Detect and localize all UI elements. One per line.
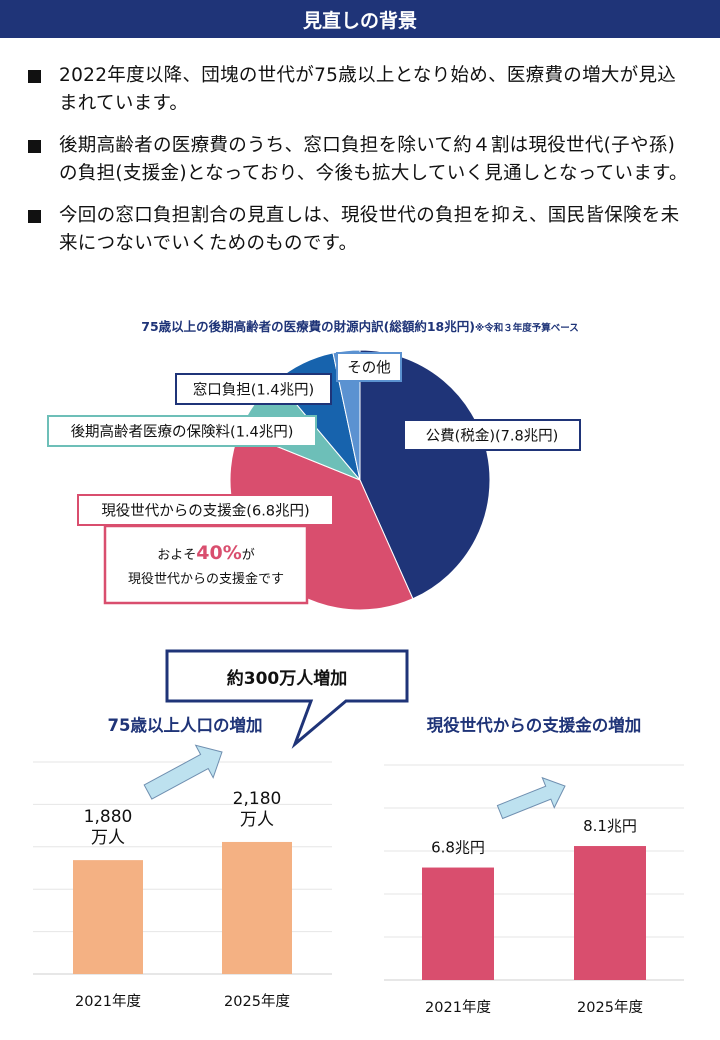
population-bar (73, 860, 143, 974)
slice-label-support-box (77, 494, 334, 526)
support-value-label: 6.8兆円 (431, 839, 485, 857)
pie-title-note: ※令和３年度予算ベース (475, 322, 579, 334)
population-tick-label: 2025年度 (224, 993, 290, 1010)
annotation-prefix: およそ (157, 548, 196, 563)
slice-label-copay-box (175, 373, 332, 405)
list-item: 2022年度以降、団塊の世代が75歳以上となり始め、医療費の増大が見込まれていま… (28, 62, 688, 118)
support-bar (574, 846, 646, 980)
slice-label-other-box (336, 352, 402, 382)
population-unit-label: 万人 (240, 810, 274, 830)
bullet-list: 2022年度以降、団塊の世代が75歳以上となり始め、医療費の増大が見込まれていま… (28, 62, 688, 272)
pie-title: 75歳以上の後期高齢者の医療費の財源内訳(総額約18兆円)※令和３年度予算ベース (141, 319, 578, 334)
support-value-label: 8.1兆円 (583, 817, 637, 835)
header-bar: 見直しの背景 (0, 0, 720, 38)
support-bar (422, 867, 494, 980)
population-value-label: 2,180 (233, 789, 282, 809)
list-item: 今回の窓口負担割合の見直しは、現役世代の負担を抑え、国民皆保険を未来につないでい… (28, 202, 688, 258)
population-title: 75歳以上人口の増加 (108, 715, 263, 735)
pie-annotation-line2: 現役世代からの支援金です (128, 571, 284, 587)
bullet-text: 今回の窓口負担割合の見直しは、現役世代の負担を抑え、国民皆保険を未来につないでい… (59, 205, 680, 254)
support-tick-label: 2021年度 (425, 999, 491, 1016)
population-unit-label: 万人 (91, 828, 125, 848)
slice-label-premium: 後期高齢者医療の保険料(1.4兆円) (71, 424, 294, 441)
slice-label-copay: 窓口負担(1.4兆円) (193, 381, 314, 399)
pie-slice (332, 349, 361, 481)
pie-annotation-line1: およそ40%が (157, 542, 255, 564)
pie-title-main: 75歳以上の後期高齢者の医療費の財源内訳(総額約18兆円) (141, 319, 475, 334)
population-value-label: 1,880 (84, 807, 133, 827)
bullet-square-icon (28, 70, 41, 83)
list-item: 後期高齢者の医療費のうち、窓口負担を除いて約４割は現役世代(子や孫)の負担(支援… (28, 132, 688, 188)
page-title: 見直しの背景 (302, 9, 417, 32)
bullet-square-icon (28, 210, 41, 223)
bullet-text: 2022年度以降、団塊の世代が75歳以上となり始め、医療費の増大が見込まれていま… (59, 65, 677, 114)
slice-label-public-box (403, 419, 581, 451)
callout-text: 約300万人増加 (227, 668, 348, 689)
population-bar (222, 841, 292, 974)
support-title: 現役世代からの支援金の増加 (427, 715, 642, 735)
annotation-highlight: 40% (196, 542, 241, 564)
population-increase-arrow (143, 744, 223, 800)
slice-label-support: 現役世代からの支援金(6.8兆円) (101, 503, 309, 520)
pie-slice (359, 349, 491, 600)
support-tick-label: 2025年度 (577, 999, 643, 1016)
bullet-square-icon (28, 140, 41, 153)
pie-annotation-box (103, 524, 309, 605)
annotation-suffix: が (242, 548, 255, 563)
slice-label-other: その他 (347, 360, 391, 377)
support-increase-arrow (496, 776, 566, 820)
callout-bubble (165, 649, 409, 749)
slice-label-premium-box (47, 415, 317, 447)
bullet-text: 後期高齢者の医療費のうち、窓口負担を除いて約４割は現役世代(子や孫)の負担(支援… (59, 135, 688, 184)
slice-label-public: 公費(税金)(7.8兆円) (426, 428, 559, 445)
population-tick-label: 2021年度 (75, 993, 141, 1010)
